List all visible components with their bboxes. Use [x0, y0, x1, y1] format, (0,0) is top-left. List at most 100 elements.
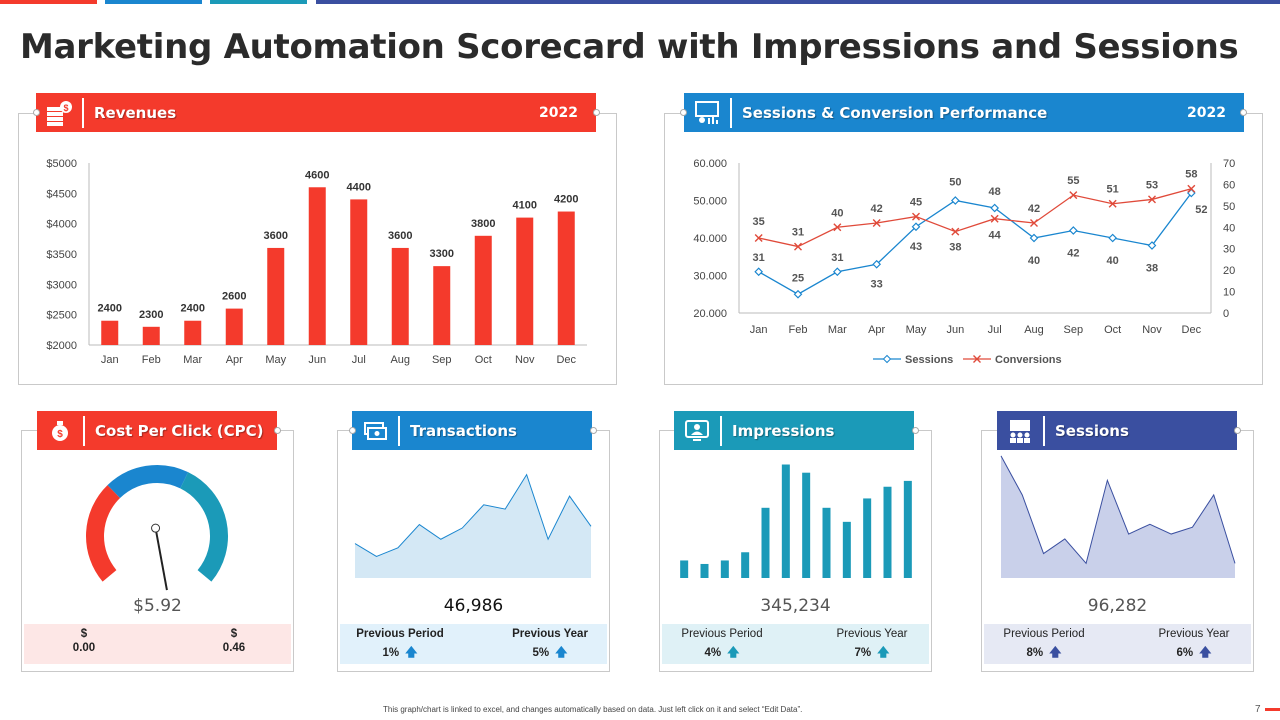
sessions-data-label: 31 — [753, 252, 765, 264]
x-tick-label: Oct — [475, 354, 492, 366]
cpc-left-stat: $ 0.00 — [24, 628, 144, 654]
sessions-value: 96,282 — [1087, 596, 1148, 616]
data-label: 3600 — [388, 230, 412, 242]
header-separator — [720, 415, 722, 446]
money-transfer-icon — [352, 411, 398, 450]
impressions-bar-chart — [680, 464, 912, 578]
transactions-value: 46,986 — [443, 596, 504, 616]
sessions-point — [793, 289, 803, 299]
cpc-right-value: 0.46 — [222, 642, 246, 654]
impressions-bar — [700, 563, 709, 578]
y-tick-label: $5000 — [46, 158, 77, 170]
money-bag-icon: $ — [37, 411, 83, 450]
impressions-bar — [720, 560, 729, 578]
y-right-tick-label: 20 — [1223, 265, 1235, 277]
revenue-bar — [391, 247, 409, 345]
money-stack-icon: $ — [36, 93, 82, 132]
conversions-point — [794, 242, 802, 251]
revenues-header: $ Revenues 2022 — [36, 93, 596, 132]
sessions-data-label: 33 — [871, 278, 883, 290]
revenues-year: 2022 — [539, 104, 578, 121]
x-tick-label: Dec — [1182, 324, 1202, 336]
revenues-title: Revenues — [94, 103, 177, 122]
prev-year-value: 7% — [854, 647, 872, 659]
prev-period-label: Previous Period — [1003, 628, 1085, 640]
transactions-prev-period: Previous Period 1% 🡅 — [340, 628, 460, 664]
x-tick-label: Apr — [868, 324, 885, 336]
x-tick-label: Jul — [988, 324, 1002, 336]
header-separator — [82, 97, 84, 128]
impressions-stats-row: Previous Period 4% 🡅 Previous Year 7% 🡅 — [662, 624, 929, 664]
arrow-up-icon: 🡅 — [727, 645, 740, 659]
prev-period-value: 4% — [704, 647, 722, 659]
arrow-up-icon: 🡅 — [405, 645, 418, 659]
arrow-up-icon: 🡅 — [877, 645, 890, 659]
x-tick-label: Feb — [789, 324, 808, 336]
conversions-data-label: 42 — [871, 203, 883, 215]
sessions-data-label: 31 — [831, 252, 843, 264]
sessions-data-label: 43 — [910, 241, 922, 253]
conversions-data-label: 35 — [753, 216, 765, 228]
cpc-title: Cost Per Click (CPC) — [95, 421, 264, 440]
top-accent-bar-blue — [105, 0, 202, 4]
legend-conversions-label: Conversions — [995, 354, 1062, 366]
x-tick-label: Aug — [1024, 324, 1044, 336]
impressions-bar — [903, 480, 912, 578]
conversions-data-label: 38 — [949, 242, 961, 254]
x-tick-label: Sep — [432, 354, 452, 366]
impressions-bar — [863, 498, 872, 578]
y-right-tick-label: 0 — [1223, 308, 1229, 320]
revenues-card: $2000 $2500 $3000 $3500 $4000 $4500 $5000 2400 J… — [18, 113, 617, 385]
transactions-title: Transactions — [410, 421, 517, 440]
sessions-prev-year: Previous Year 6% 🡅 — [1134, 628, 1254, 664]
sessions-point — [911, 222, 921, 232]
x-tick-label: Jul — [352, 354, 366, 366]
sessions-line — [1000, 455, 1236, 565]
conversions-data-label: 44 — [989, 230, 1002, 242]
revenue-bar — [474, 235, 492, 345]
x-tick-label: Oct — [1104, 324, 1121, 336]
sessions-area — [1001, 455, 1235, 578]
conversions-point — [872, 219, 881, 227]
gauge-segment — [179, 472, 228, 582]
connector-dot — [1234, 427, 1241, 434]
conversions-data-label: 31 — [792, 227, 804, 239]
gauge-needle — [154, 527, 168, 591]
prev-period-label: Previous Period — [681, 628, 763, 640]
transactions-prev-year: Previous Year 5% 🡅 — [490, 628, 610, 664]
connector-dot — [680, 109, 687, 116]
x-tick-label: Mar — [828, 324, 847, 336]
x-tick-label: Nov — [515, 354, 535, 366]
x-tick-label: Mar — [183, 354, 202, 366]
sessions-conversion-header: Sessions & Conversion Performance 2022 — [684, 93, 1244, 132]
cpc-right-stat: $ 0.46 — [174, 628, 294, 654]
transactions-header: Transactions — [352, 411, 592, 450]
conversions-data-label: 53 — [1146, 179, 1158, 191]
y-right-tick-label: 10 — [1223, 287, 1235, 299]
conversions-data-label: 42 — [1028, 203, 1040, 215]
impressions-bar — [781, 464, 790, 578]
page-number: 7 — [1255, 704, 1261, 715]
svg-text:$: $ — [57, 429, 63, 440]
sessions-stats-row: Previous Period 8% 🡅 Previous Year 6% 🡅 — [984, 624, 1251, 664]
x-tick-label: Jan — [750, 324, 768, 336]
revenue-bar — [184, 320, 202, 345]
data-label: 3300 — [430, 248, 454, 260]
sessions-data-label: 40 — [1028, 255, 1040, 267]
connector-dot — [33, 109, 40, 116]
y-tick-label: $4500 — [46, 188, 77, 200]
x-tick-label: Apr — [226, 354, 243, 366]
revenue-bar — [225, 308, 243, 345]
prev-year-label: Previous Year — [512, 628, 588, 640]
data-label: 4100 — [513, 200, 537, 212]
y-tick-label: $2500 — [46, 310, 77, 322]
sessions-point — [754, 267, 764, 277]
revenue-bar — [433, 266, 451, 345]
y-left-tick-label: 50.000 — [693, 196, 727, 208]
cpc-card: $5.92 $ 0.00 $ 0.46 — [21, 430, 294, 672]
sessions-card: 96,282 Previous Period 8% 🡅 Previous Year… — [981, 430, 1254, 672]
connector-dot — [593, 109, 600, 116]
svg-text:$: $ — [63, 103, 68, 113]
cpc-right-label: $ — [230, 628, 238, 640]
y-right-tick-label: 50 — [1223, 201, 1235, 213]
